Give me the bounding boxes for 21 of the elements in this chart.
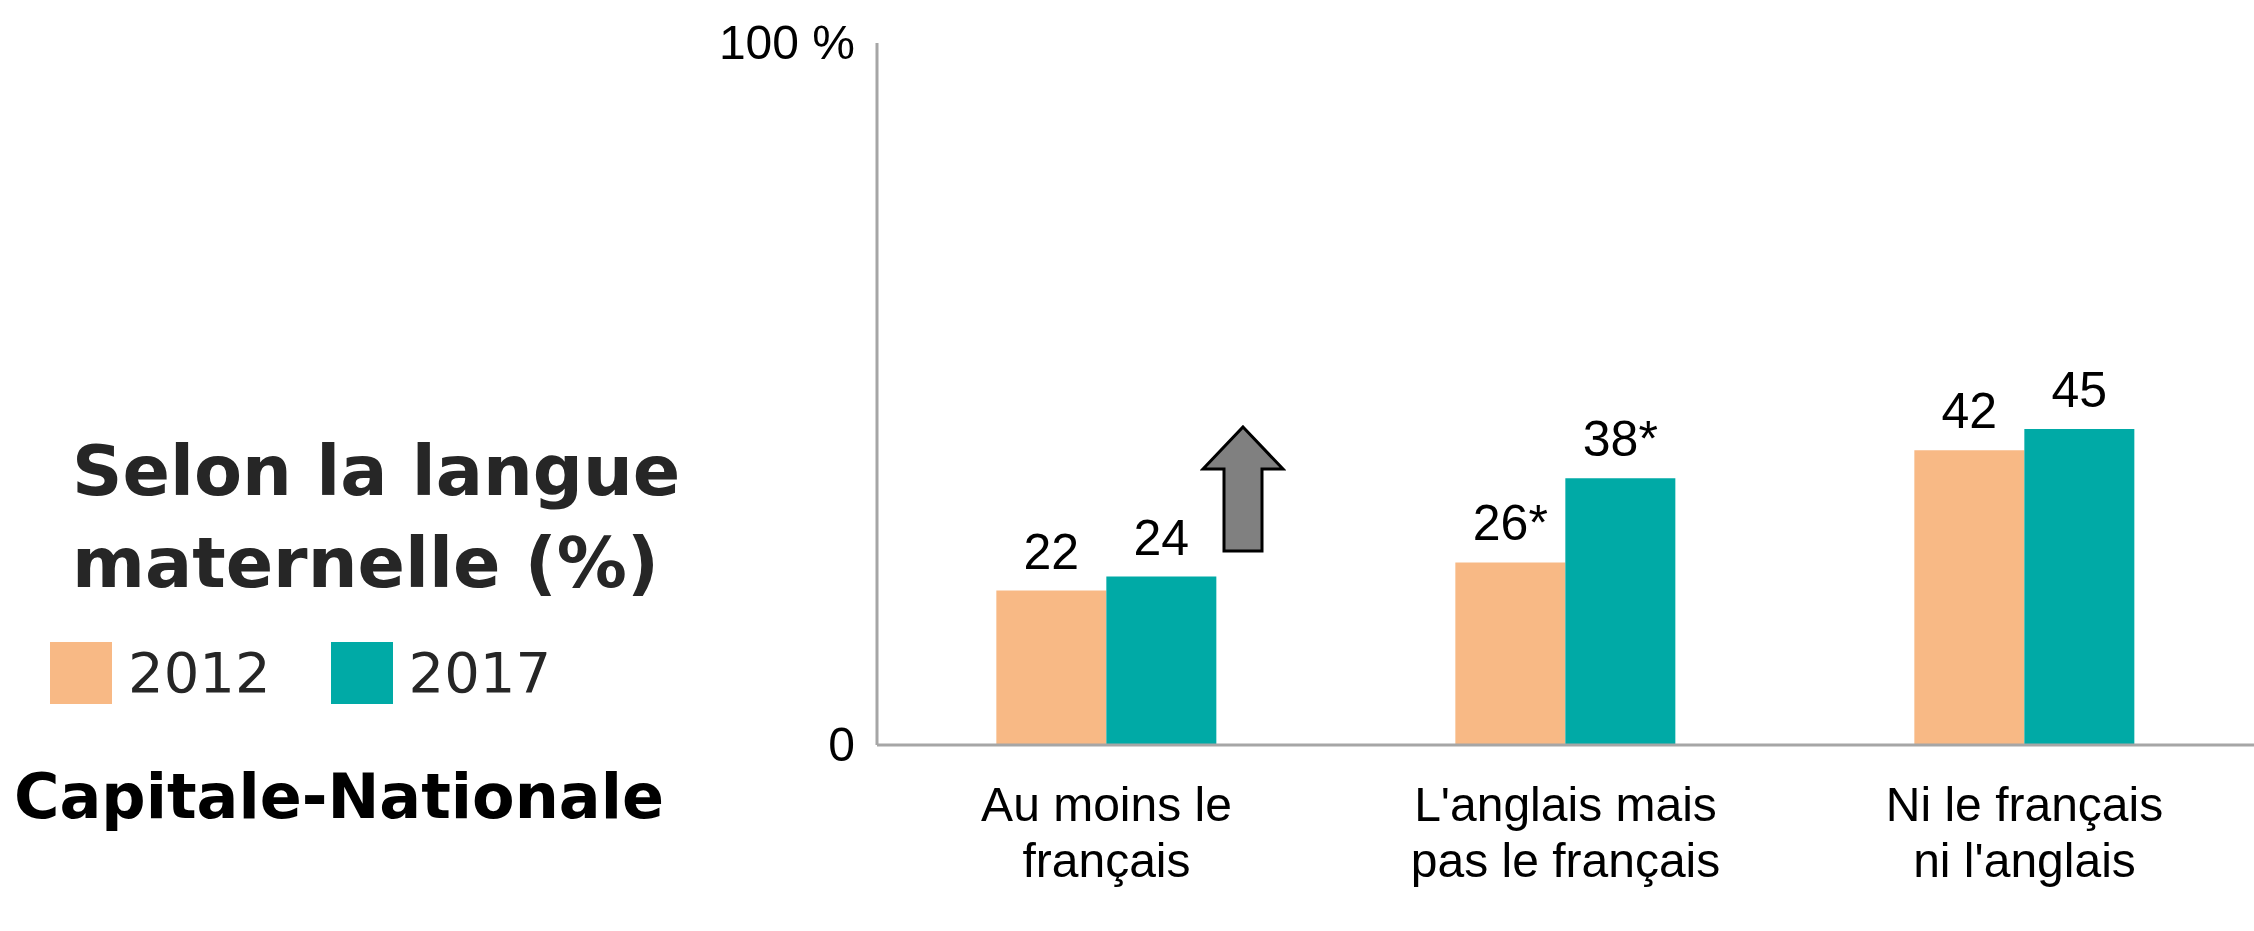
data-label: 22 [1023,523,1080,580]
x-tick-label: L'anglais mais pas le français [1410,778,1721,887]
data-label: 24 [1133,509,1190,566]
y-tick-label: 100 % [718,16,855,69]
data-label: 45 [2051,362,2108,419]
data-label: 42 [1941,383,1998,440]
bar [1565,478,1676,745]
data-label: 38* [1582,411,1658,468]
x-tick-label: Ni le français ni l'anglais [1885,778,2164,887]
legend-label: 2017 [408,640,552,705]
bar [996,590,1107,745]
text: Capitale-Nationale [14,760,664,833]
bar [2024,429,2135,745]
bar [1106,576,1217,745]
x-tick-label: Au moins le français [981,778,1232,887]
bar [1455,562,1566,745]
text: Selon la langue maternelle (%) [72,429,682,606]
y-tick-label: 0 [828,718,855,771]
bar [1914,450,2025,745]
legend-label: 2012 [128,640,271,705]
data-label: 26* [1472,495,1548,552]
